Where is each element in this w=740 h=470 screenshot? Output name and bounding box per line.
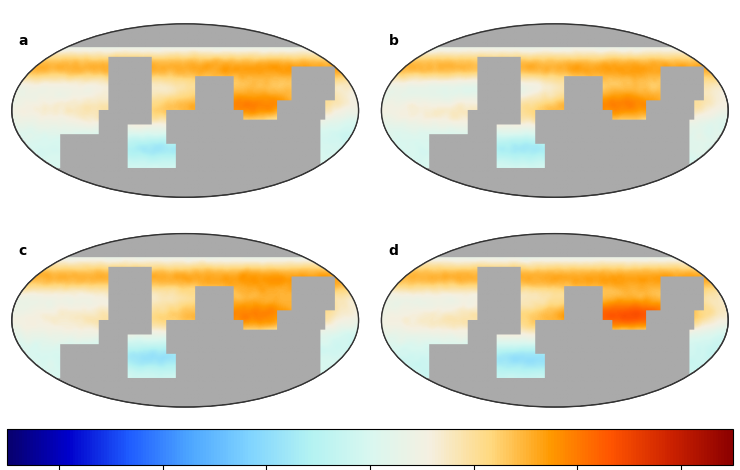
Ellipse shape bbox=[381, 24, 728, 197]
Text: c: c bbox=[18, 244, 27, 258]
Text: d: d bbox=[388, 244, 398, 258]
Ellipse shape bbox=[12, 234, 359, 407]
Ellipse shape bbox=[381, 234, 728, 407]
Ellipse shape bbox=[12, 24, 359, 197]
Text: b: b bbox=[388, 34, 398, 48]
Text: a: a bbox=[18, 34, 28, 48]
